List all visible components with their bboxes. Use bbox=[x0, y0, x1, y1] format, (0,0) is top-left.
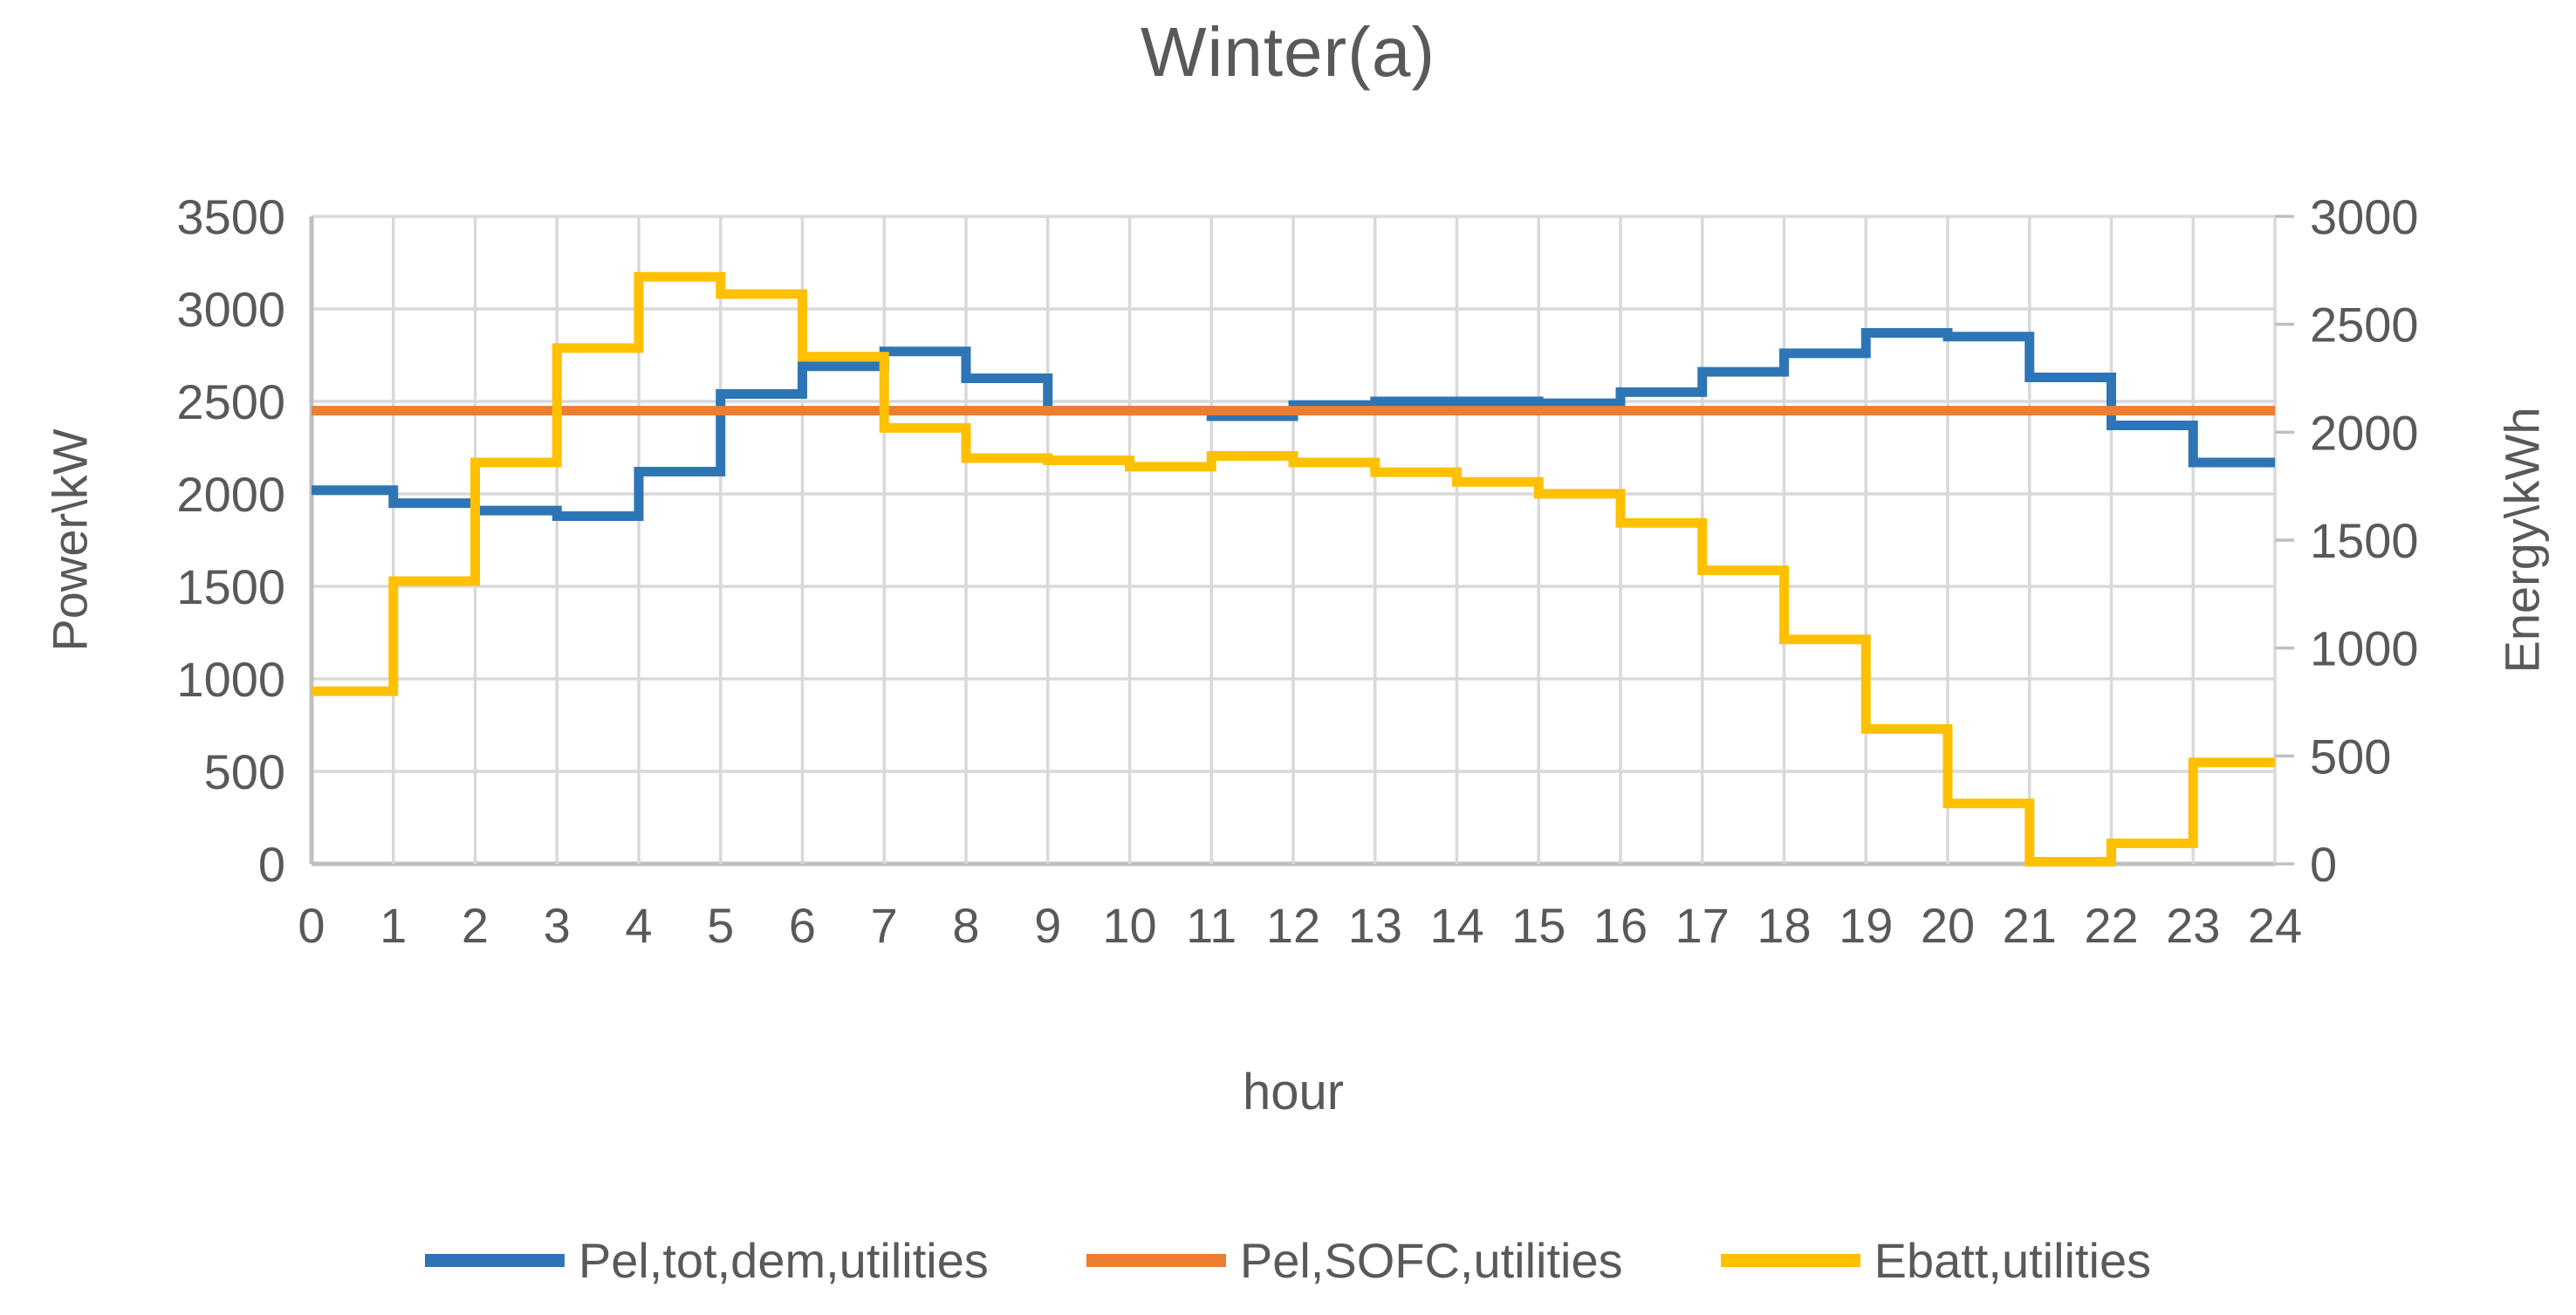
legend: Pel,tot,dem,utilities Pel,SOFC,utilities… bbox=[0, 1232, 2576, 1289]
x-axis-tick-label: 10 bbox=[1102, 898, 1156, 953]
left-axis-tick-label: 1500 bbox=[176, 559, 285, 614]
x-axis-tick-label: 20 bbox=[1921, 898, 1975, 953]
right-axis-tick-label: 500 bbox=[2310, 729, 2391, 784]
left-axis-title: Power\kW bbox=[42, 428, 98, 652]
legend-line-swatch-yellow bbox=[1720, 1254, 1860, 1267]
x-axis-tick-label: 21 bbox=[2003, 898, 2057, 953]
x-axis-tick-label: 8 bbox=[952, 898, 979, 953]
x-axis-tick-label: 22 bbox=[2084, 898, 2138, 953]
x-axis-tick-label: 1 bbox=[380, 898, 407, 953]
left-axis-tick-label: 0 bbox=[258, 837, 285, 892]
x-axis-tick-label: 19 bbox=[1839, 898, 1893, 953]
left-axis-tick-label: 3500 bbox=[176, 189, 285, 244]
x-axis-tick-label: 18 bbox=[1757, 898, 1811, 953]
left-axis-tick-label: 2500 bbox=[176, 374, 285, 429]
right-axis-tick-label: 1500 bbox=[2310, 513, 2419, 568]
x-axis-tick-label: 3 bbox=[544, 898, 571, 953]
x-axis-tick-label: 17 bbox=[1675, 898, 1730, 953]
x-axis-tick-label: 9 bbox=[1034, 898, 1061, 953]
right-axis-tick-label: 1000 bbox=[2310, 621, 2419, 676]
x-axis-tick-label: 13 bbox=[1348, 898, 1402, 953]
legend-item-ebatt: Ebatt,utilities bbox=[1720, 1232, 2152, 1289]
x-axis-tick-label: 7 bbox=[871, 898, 898, 953]
x-axis-tick-label: 23 bbox=[2166, 898, 2220, 953]
right-axis-tick-label: 2500 bbox=[2310, 298, 2419, 353]
legend-label: Pel,tot,dem,utilities bbox=[578, 1233, 989, 1288]
left-axis-tick-label: 1000 bbox=[176, 652, 285, 707]
series-line-ebatt-utilities bbox=[312, 271, 2275, 867]
x-axis-tick-label: 5 bbox=[707, 898, 734, 953]
right-axis-tick-label: 2000 bbox=[2310, 405, 2419, 460]
left-axis-tick-label: 2000 bbox=[176, 467, 285, 522]
legend-line-swatch-blue bbox=[424, 1254, 565, 1267]
x-axis-tick-label: 2 bbox=[462, 898, 489, 953]
x-axis-tick-label: 16 bbox=[1593, 898, 1648, 953]
legend-line-swatch-orange bbox=[1086, 1254, 1226, 1267]
right-axis-tick-label: 0 bbox=[2310, 837, 2337, 892]
x-axis-tick-label: 6 bbox=[789, 898, 816, 953]
chart-title: Winter(a) bbox=[1141, 13, 1435, 91]
legend-label: Ebatt,utilities bbox=[1874, 1233, 2152, 1288]
x-axis-tick-label: 12 bbox=[1266, 898, 1320, 953]
x-axis-title: hour bbox=[1242, 1064, 1345, 1120]
legend-label: Pel,SOFC,utilities bbox=[1239, 1233, 1623, 1288]
left-axis-tick-label: 500 bbox=[204, 744, 285, 799]
x-axis-tick-label: 11 bbox=[1186, 898, 1237, 953]
x-axis-tick-label: 4 bbox=[625, 898, 652, 953]
left-axis-tick-label: 3000 bbox=[176, 282, 285, 337]
x-axis-tick-label: 0 bbox=[298, 898, 325, 953]
x-axis-tick-label: 15 bbox=[1511, 898, 1565, 953]
legend-item-pel-sofc: Pel,SOFC,utilities bbox=[1086, 1232, 1623, 1289]
x-axis-tick-label: 24 bbox=[2248, 898, 2302, 953]
legend-item-pel-tot-dem: Pel,tot,dem,utilities bbox=[424, 1232, 989, 1289]
x-axis-tick-label: 14 bbox=[1429, 898, 1483, 953]
right-axis-title: Energy\kWh bbox=[2494, 407, 2550, 674]
right-axis-tick-label: 3000 bbox=[2310, 189, 2419, 244]
